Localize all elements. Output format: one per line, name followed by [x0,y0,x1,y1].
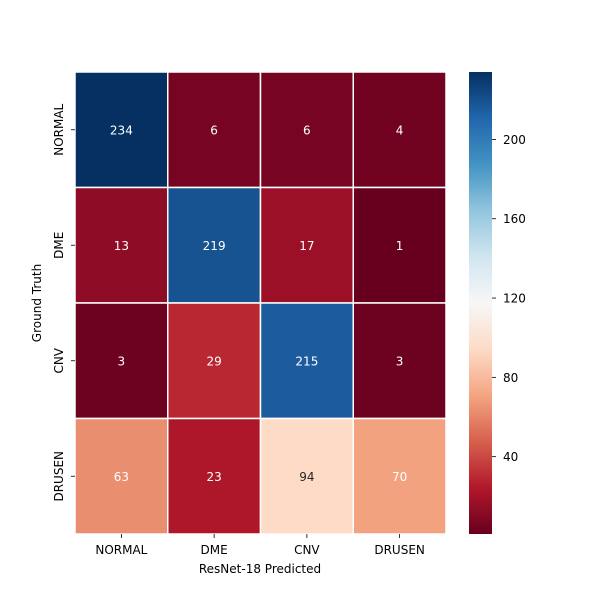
heatmap-cell [352,186,447,304]
colorbar [469,72,492,534]
colorbar-ticks: 40 80 120 160 200 [492,133,526,464]
colorbar-tick-label: 80 [503,371,518,385]
x-tick-label: NORMAL [95,543,147,557]
x-axis-ticks: NORMAL DME CNV DRUSEN [95,534,425,557]
cell-value-label: 3 [396,354,404,368]
y-tick-label: DME [52,232,66,259]
colorbar-tick-label: 200 [503,133,526,147]
heatmap-cell [167,186,262,304]
heatmap-cell [352,417,447,535]
x-tick-label: DME [201,543,228,557]
heatmap-cell-labels: 234 6 6 413 219 17 13 29 215 363 23 94 70 [110,123,407,484]
heatmap-cell [259,71,354,189]
cell-value-label: 3 [118,354,126,368]
cell-value-label: 234 [110,123,133,137]
cell-value-label: 4 [396,123,404,137]
heatmap-cell [167,302,262,420]
heatmap-cell [352,71,447,189]
y-axis-label: Ground Truth [30,264,44,342]
heatmap-cell [167,71,262,189]
colorbar-tick-label: 120 [503,292,526,306]
y-tick-label: CNV [52,347,66,373]
colorbar-tick-label: 160 [503,212,526,226]
cell-value-label: 6 [210,123,218,137]
heatmap-cell [74,71,169,189]
cell-value-label: 215 [295,354,318,368]
x-tick-label: DRUSEN [374,543,425,557]
heatmap-cells [74,71,447,535]
y-tick-label: DRUSEN [52,451,66,502]
cell-value-label: 23 [206,470,221,484]
y-tick-label: NORMAL [52,103,66,155]
heatmap-cell [352,302,447,420]
cell-value-label: 70 [392,470,407,484]
x-tick-label: CNV [294,543,320,557]
cell-value-label: 17 [299,239,314,253]
cell-value-label: 63 [114,470,129,484]
cell-value-label: 13 [114,239,129,253]
x-axis-label: ResNet-18 Predicted [199,562,321,576]
heatmap-cell [167,417,262,535]
cell-value-label: 1 [396,239,404,253]
cell-value-label: 219 [203,239,226,253]
cell-value-label: 6 [303,123,311,137]
cell-value-label: 29 [206,354,221,368]
colorbar-tick-label: 40 [503,450,518,464]
cell-value-label: 94 [299,470,314,484]
y-axis-ticks: NORMAL DME CNV DRUSEN [52,103,75,502]
